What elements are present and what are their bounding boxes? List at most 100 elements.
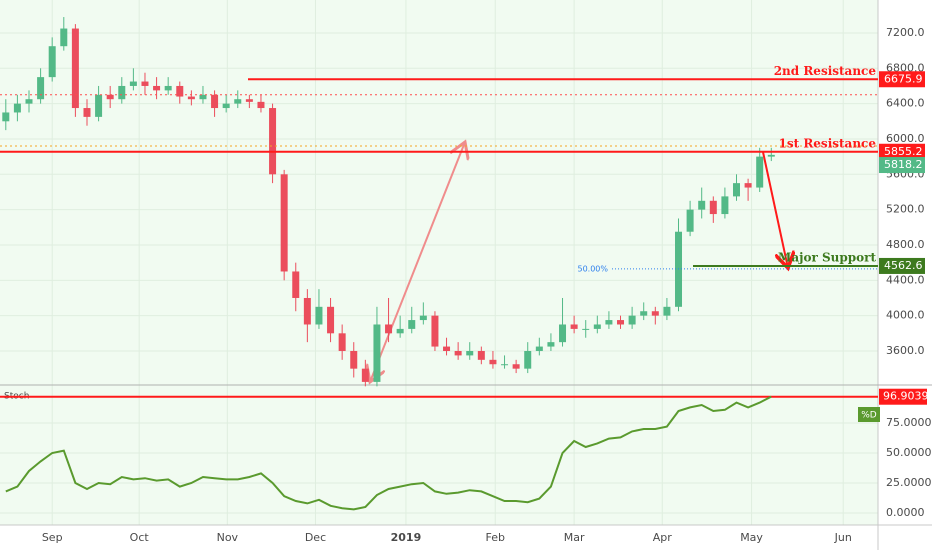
x-tick-label: Nov xyxy=(217,531,239,544)
candle-body xyxy=(651,311,659,316)
candle-body xyxy=(385,324,393,334)
candle-body xyxy=(617,320,625,325)
x-tick-label: 2019 xyxy=(391,531,422,544)
candle-body xyxy=(373,324,381,382)
y-tick-label: 6800.0 xyxy=(886,61,925,74)
y-tick-label: 5200.0 xyxy=(886,203,925,216)
y-tick-label: 6400.0 xyxy=(886,97,925,110)
y-tick-label: 4000.0 xyxy=(886,309,925,322)
candle-body xyxy=(408,320,416,329)
candle-body xyxy=(95,94,103,117)
candle-body xyxy=(512,364,520,369)
candle-body xyxy=(605,320,613,325)
price-tag-label: 5855.2 xyxy=(884,145,923,158)
y-tick-label: 75.0000 xyxy=(886,416,932,429)
y-tick-label: 7200.0 xyxy=(886,26,925,39)
candle-body xyxy=(222,103,230,109)
candle-body xyxy=(570,324,578,329)
price-tag xyxy=(879,257,925,274)
candle-body xyxy=(48,46,56,78)
price-tag xyxy=(879,388,927,405)
candle-body xyxy=(2,112,10,122)
candle-body xyxy=(269,108,277,175)
candle-body xyxy=(234,99,242,104)
candle-body xyxy=(466,350,474,356)
candle-body xyxy=(547,342,555,347)
x-tick-label: Dec xyxy=(305,531,326,544)
range-arrow xyxy=(370,142,465,382)
price-tag-label: 4562.6 xyxy=(884,259,923,272)
candle-body xyxy=(211,94,219,109)
y-tick-label: 4400.0 xyxy=(886,273,925,286)
candle-body xyxy=(37,77,45,100)
candle-body xyxy=(524,350,532,369)
candle-body xyxy=(535,346,543,351)
x-tick-label: Mar xyxy=(564,531,585,544)
candle-body xyxy=(315,306,323,325)
candle-body xyxy=(257,101,265,109)
y-tick-label: 3600.0 xyxy=(886,344,925,357)
candle-body xyxy=(767,154,775,157)
x-tick-label: Sep xyxy=(42,531,63,544)
candle-body xyxy=(663,306,671,316)
candle-body xyxy=(698,200,706,210)
candle-body xyxy=(431,315,439,347)
candle-body xyxy=(732,183,740,197)
price-tag-label: 96.9039 xyxy=(883,390,929,403)
candle-body xyxy=(443,346,451,351)
candle-body xyxy=(489,359,497,365)
level-label: Major Support xyxy=(778,250,876,264)
legend-label: %D xyxy=(861,411,877,421)
candle-body xyxy=(60,28,68,47)
candle-body xyxy=(25,99,33,104)
candle-body xyxy=(628,315,636,325)
candle-body xyxy=(292,271,300,298)
candle-body xyxy=(153,85,161,91)
candle-body xyxy=(83,108,91,117)
x-tick-label: Feb xyxy=(486,531,505,544)
candle-body xyxy=(141,81,149,86)
x-tick-label: Jun xyxy=(834,531,852,544)
candle-body xyxy=(559,324,567,343)
candle-body xyxy=(501,364,509,366)
candle-body xyxy=(129,81,137,86)
price-tag xyxy=(879,71,925,88)
y-tick-label: 6000.0 xyxy=(886,132,925,145)
legend-tag xyxy=(858,407,880,422)
candle-body xyxy=(640,311,648,316)
y-tick-label: 0.0000 xyxy=(886,506,925,519)
candle-body xyxy=(71,28,79,109)
stoch-line xyxy=(5,395,772,511)
x-tick-label: May xyxy=(740,531,763,544)
y-tick-label: 25.0000 xyxy=(886,476,932,489)
candle-body xyxy=(454,350,462,356)
candle-body xyxy=(13,103,21,113)
candle-body xyxy=(280,174,288,272)
target-arrow xyxy=(762,151,788,268)
candle-body xyxy=(118,85,126,100)
price-tag xyxy=(879,143,925,160)
candle-body xyxy=(686,209,694,232)
candle-body xyxy=(721,196,729,215)
candle-body xyxy=(744,183,752,188)
candle-body xyxy=(396,328,404,334)
candle-body xyxy=(303,297,311,325)
level-label: 2nd Resistance xyxy=(774,64,877,78)
level-label: 1st Resistance xyxy=(779,136,877,150)
candle-body xyxy=(176,85,184,97)
candle-body xyxy=(361,368,369,382)
last-price-tag xyxy=(879,157,925,174)
candle-body xyxy=(350,350,358,369)
y-tick-label: 4800.0 xyxy=(886,238,925,251)
candle-body xyxy=(245,99,253,102)
candle-body xyxy=(338,333,346,351)
x-tick-label: Oct xyxy=(130,531,150,544)
last-price-label: 5818.2 xyxy=(884,158,923,171)
candle-body xyxy=(593,324,601,329)
candle-body xyxy=(477,350,485,360)
candle-body xyxy=(419,315,427,321)
y-tick-label: 50.0000 xyxy=(886,446,932,459)
candle-body xyxy=(756,156,764,188)
candle-body xyxy=(582,328,590,330)
